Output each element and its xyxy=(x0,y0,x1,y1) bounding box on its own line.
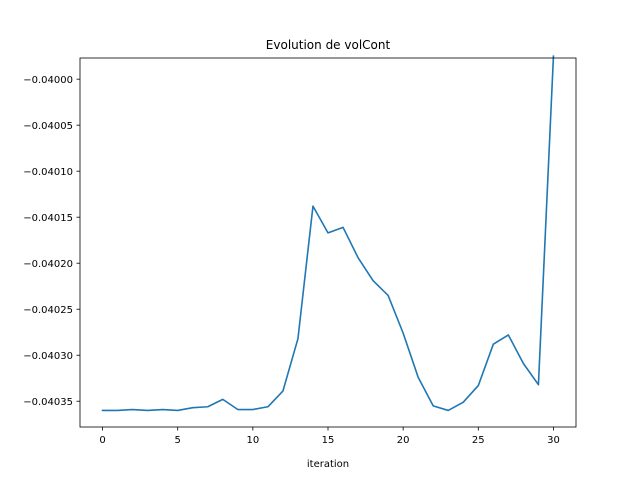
series-line xyxy=(101,55,555,412)
y-axis: −0.04035 −0.04030 −0.04025 −0.04020 −0.04015… xyxy=(23,75,80,408)
plot-background xyxy=(80,58,576,427)
x-axis-label: iteration xyxy=(307,459,349,470)
y-tick-label: −0.04015 xyxy=(23,213,73,224)
y-tick-label: −0.04025 xyxy=(23,305,73,316)
y-tick-label: −0.04005 xyxy=(23,121,73,132)
x-tick-label: 30 xyxy=(547,435,560,446)
x-tick-label: 10 xyxy=(246,435,259,446)
y-tick-label: −0.04000 xyxy=(23,75,73,86)
y-tick-label: −0.04030 xyxy=(23,351,73,362)
x-tick-label: 25 xyxy=(472,435,485,446)
x-tick-label: 0 xyxy=(99,435,105,446)
x-tick-label: 15 xyxy=(322,435,335,446)
chart-title: Evolution de volCont xyxy=(266,38,391,52)
y-tick-label: −0.04010 xyxy=(23,167,73,178)
x-tick-label: 5 xyxy=(175,435,181,446)
x-tick-label: 20 xyxy=(397,435,410,446)
x-axis: 0 5 10 15 20 25 30 xyxy=(99,427,560,446)
y-tick-label: −0.04035 xyxy=(23,397,73,408)
y-tick-label: −0.04020 xyxy=(23,259,73,270)
plot-area xyxy=(79,55,577,428)
